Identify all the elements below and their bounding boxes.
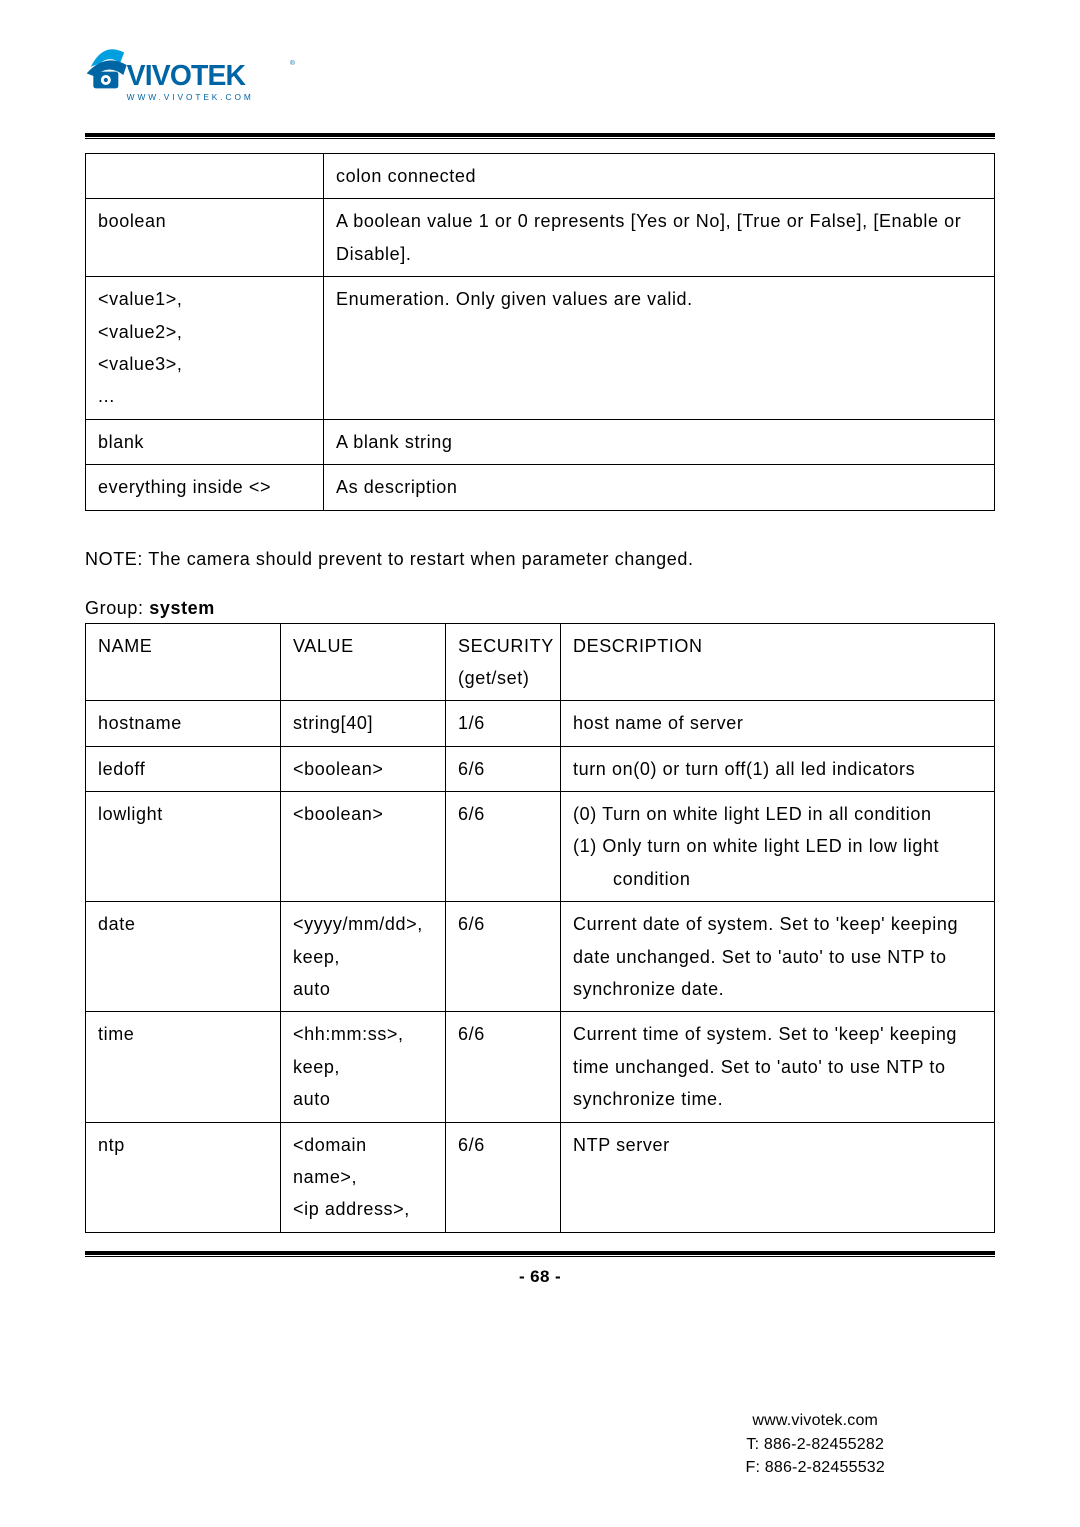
type-cell: everything inside <> [86, 465, 324, 510]
type-cell: boolean [86, 199, 324, 277]
table-row: booleanA boolean value 1 or 0 represents… [86, 199, 995, 277]
page-number: - 68 - [85, 1267, 995, 1287]
svg-text:VIVOTEK: VIVOTEK [127, 60, 247, 92]
param-value-cell: <hh:mm:ss>, keep, auto [281, 1012, 446, 1122]
type-cell: <value1>, <value2>, <value3>, ... [86, 277, 324, 420]
type-cell: blank [86, 419, 324, 464]
svg-text:®: ® [290, 59, 295, 67]
footer-fax: F: 886-2-82455532 [745, 1456, 885, 1479]
svg-text:WWW.VIVOTEK.COM: WWW.VIVOTEK.COM [127, 92, 254, 102]
top-rule [85, 133, 995, 139]
col-security: SECURITY (get/set) [446, 623, 561, 701]
value-type-table: colon connectedbooleanA boolean value 1 … [85, 153, 995, 511]
param-value-cell: <boolean> [281, 746, 446, 791]
table-row: everything inside <>As description [86, 465, 995, 510]
param-name-cell: hostname [86, 701, 281, 746]
bottom-rule [85, 1251, 995, 1257]
param-value-cell: string[40] [281, 701, 446, 746]
param-desc-cell: Current date of system. Set to 'keep' ke… [561, 902, 995, 1012]
param-security-cell: 6/6 [446, 1012, 561, 1122]
col-value: VALUE [281, 623, 446, 701]
system-table-body: hostnamestring[40]1/6host name of server… [86, 701, 995, 1232]
footer-contact: www.vivotek.com T: 886-2-82455282 F: 886… [745, 1409, 885, 1479]
table-row: blankA blank string [86, 419, 995, 464]
note-text: NOTE: The camera should prevent to resta… [85, 549, 995, 570]
param-desc-cell: NTP server [561, 1122, 995, 1232]
type-desc-cell: A blank string [324, 419, 995, 464]
param-desc-cell: turn on(0) or turn off(1) all led indica… [561, 746, 995, 791]
param-security-cell: 6/6 [446, 792, 561, 902]
system-group-table: NAME VALUE SECURITY (get/set) DESCRIPTIO… [85, 623, 995, 1233]
param-security-cell: 1/6 [446, 701, 561, 746]
param-name-cell: ledoff [86, 746, 281, 791]
param-security-cell: 6/6 [446, 1122, 561, 1232]
table-row: lowlight<boolean>6/6(0) Turn on white li… [86, 792, 995, 902]
type-desc-cell: colon connected [324, 154, 995, 199]
system-table-header-row: NAME VALUE SECURITY (get/set) DESCRIPTIO… [86, 623, 995, 701]
type-desc-cell: A boolean value 1 or 0 represents [Yes o… [324, 199, 995, 277]
document-page: VIVOTEK WWW.VIVOTEK.COM ® colon connecte… [0, 0, 1080, 1527]
table-row: ledoff<boolean>6/6turn on(0) or turn off… [86, 746, 995, 791]
param-desc-cell: host name of server [561, 701, 995, 746]
value-type-table-body: colon connectedbooleanA boolean value 1 … [86, 154, 995, 511]
table-row: <value1>, <value2>, <value3>, ...Enumera… [86, 277, 995, 420]
col-name: NAME [86, 623, 281, 701]
param-name-cell: lowlight [86, 792, 281, 902]
type-desc-cell: Enumeration. Only given values are valid… [324, 277, 995, 420]
group-label: Group: system [85, 598, 995, 619]
col-description: DESCRIPTION [561, 623, 995, 701]
table-row: time<hh:mm:ss>, keep, auto6/6Current tim… [86, 1012, 995, 1122]
param-desc-cell: Current time of system. Set to 'keep' ke… [561, 1012, 995, 1122]
type-desc-cell: As description [324, 465, 995, 510]
param-value-cell: <boolean> [281, 792, 446, 902]
table-row: colon connected [86, 154, 995, 199]
param-value-cell: <yyyy/mm/dd>, keep, auto [281, 902, 446, 1012]
group-prefix: Group: [85, 598, 149, 618]
param-name-cell: date [86, 902, 281, 1012]
group-name: system [149, 598, 215, 618]
param-value-cell: <domain name>, <ip address>, [281, 1122, 446, 1232]
table-row: hostnamestring[40]1/6host name of server [86, 701, 995, 746]
table-row: date<yyyy/mm/dd>, keep, auto6/6Current d… [86, 902, 995, 1012]
type-cell [86, 154, 324, 199]
param-security-cell: 6/6 [446, 902, 561, 1012]
param-security-cell: 6/6 [446, 746, 561, 791]
footer-tel: T: 886-2-82455282 [745, 1433, 885, 1456]
vivotek-logo: VIVOTEK WWW.VIVOTEK.COM ® [85, 40, 305, 115]
param-name-cell: time [86, 1012, 281, 1122]
table-row: ntp<domain name>, <ip address>,6/6NTP se… [86, 1122, 995, 1232]
footer-url: www.vivotek.com [745, 1409, 885, 1432]
param-desc-cell: (0) Turn on white light LED in all condi… [561, 792, 995, 902]
param-name-cell: ntp [86, 1122, 281, 1232]
